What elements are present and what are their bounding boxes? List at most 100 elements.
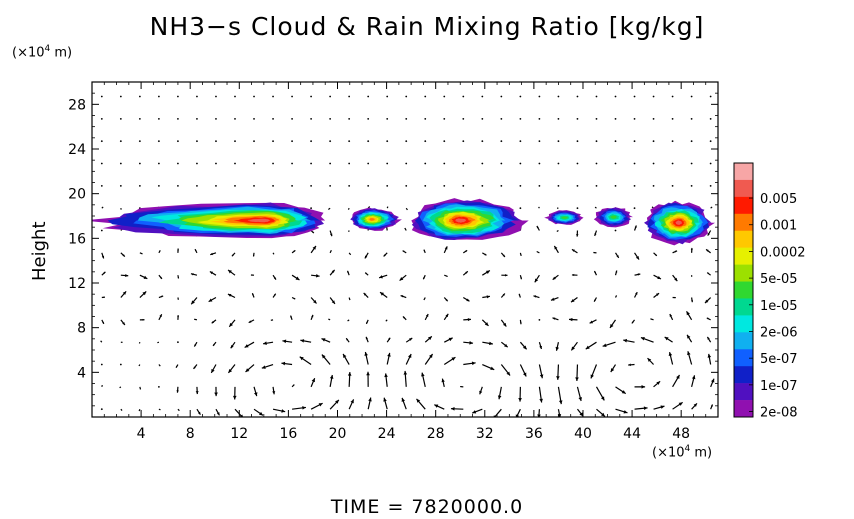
wind-arrowhead <box>159 250 161 252</box>
wind-arrowhead <box>655 293 660 297</box>
wind-arrowhead <box>252 254 255 257</box>
wind-arrowhead <box>623 410 628 414</box>
wind-dot <box>576 117 579 120</box>
x-tick-label: 44 <box>623 426 641 442</box>
wind-arrowhead <box>161 295 164 298</box>
wind-arrowhead <box>263 341 267 346</box>
wind-arrowhead <box>272 391 276 395</box>
x-tick-label: 20 <box>329 426 347 442</box>
wind-arrowhead <box>502 322 507 327</box>
wind-arrowhead <box>423 298 425 301</box>
wind-arrowhead <box>211 321 215 324</box>
wind-arrowhead <box>125 274 129 278</box>
wind-dot <box>595 95 598 98</box>
wind-arrowhead <box>485 270 490 274</box>
wind-arrowhead <box>690 247 693 250</box>
wind-arrowhead <box>193 366 196 369</box>
wind-arrowhead <box>471 361 476 366</box>
wind-arrowhead <box>710 378 715 383</box>
wind-dot <box>367 140 370 143</box>
wind-dot <box>576 207 579 210</box>
wind-arrowhead <box>641 385 646 389</box>
wind-dot <box>576 184 579 187</box>
wind-arrowhead <box>403 370 408 375</box>
wind-arrowhead <box>295 276 300 280</box>
wind-dot <box>709 117 712 120</box>
cloud-contour <box>561 216 568 219</box>
wind-dot <box>614 184 617 187</box>
wind-dot <box>253 117 255 120</box>
wind-arrowhead <box>273 253 274 255</box>
wind-arrowhead <box>554 245 558 250</box>
wind-arrowhead <box>536 251 539 253</box>
wind-arrowhead <box>122 254 125 257</box>
wind-dot <box>119 184 122 187</box>
wind-arrowhead <box>311 378 315 383</box>
wind-arrowhead <box>244 344 249 348</box>
wind-dot <box>614 117 617 120</box>
wind-dot <box>157 162 160 165</box>
colorbar-swatch <box>734 163 753 181</box>
wind-dot <box>386 184 389 187</box>
wind-arrowhead <box>195 391 199 395</box>
wind-dot <box>405 184 408 187</box>
wind-arrowhead <box>178 409 180 411</box>
wind-arrowhead <box>122 291 127 295</box>
wind-dot <box>234 162 236 165</box>
wind-arrowhead <box>631 321 634 324</box>
wind-arrowhead <box>635 255 640 260</box>
colorbar-label: 0.001 <box>760 219 797 234</box>
wind-dot <box>234 140 236 143</box>
wind-dot <box>538 140 541 143</box>
wind-arrowhead <box>421 372 425 377</box>
wind-arrowhead <box>484 253 487 256</box>
wind-arrowhead <box>228 368 233 373</box>
colorbar-swatch <box>734 281 753 299</box>
wind-arrowhead <box>635 292 638 295</box>
wind-arrowhead <box>245 368 250 372</box>
wind-arrowhead <box>460 386 462 388</box>
wind-arrowhead <box>402 250 405 253</box>
wind-arrowhead <box>250 274 253 276</box>
cloud-field <box>92 198 715 246</box>
wind-dot <box>100 184 103 187</box>
wind-arrowhead <box>555 346 560 351</box>
wind-arrowhead <box>571 298 575 303</box>
wind-dot <box>424 162 427 165</box>
wind-arrowhead <box>253 392 258 397</box>
wind-arrowhead <box>313 300 317 304</box>
wind-arrowhead <box>347 372 352 376</box>
wind-arrowhead <box>502 254 505 257</box>
wind-dot <box>424 95 427 98</box>
wind-arrowhead <box>594 271 597 274</box>
wind-dot <box>424 117 427 120</box>
wind-arrowhead <box>177 277 179 279</box>
wind-arrowhead <box>674 250 678 253</box>
wind-dot <box>157 117 160 120</box>
wind-arrowhead <box>318 403 323 407</box>
wind-arrowhead <box>537 414 541 417</box>
wind-arrowhead <box>515 414 520 417</box>
wind-arrowhead <box>368 397 372 402</box>
colorbar-label: 5e-05 <box>760 272 798 287</box>
wind-dot <box>614 162 617 165</box>
wind-arrowhead <box>335 399 339 404</box>
wind-dot <box>633 184 636 187</box>
wind-dot <box>196 117 198 120</box>
wind-arrowhead <box>691 375 696 380</box>
wind-arrowhead <box>652 206 653 208</box>
wind-arrowhead <box>445 313 449 318</box>
wind-arrowhead <box>484 322 489 326</box>
wind-arrowhead <box>365 272 367 275</box>
colorbar-swatch <box>734 230 753 248</box>
y-tick-label: 8 <box>77 321 86 337</box>
wind-arrowhead <box>191 300 195 305</box>
wind-arrowhead <box>364 352 368 356</box>
wind-dot <box>557 184 560 187</box>
wind-dot <box>329 184 332 187</box>
wind-arrowhead <box>270 319 272 321</box>
wind-dot <box>557 140 560 143</box>
wind-arrowhead <box>122 322 125 326</box>
wind-arrowhead <box>423 249 426 252</box>
